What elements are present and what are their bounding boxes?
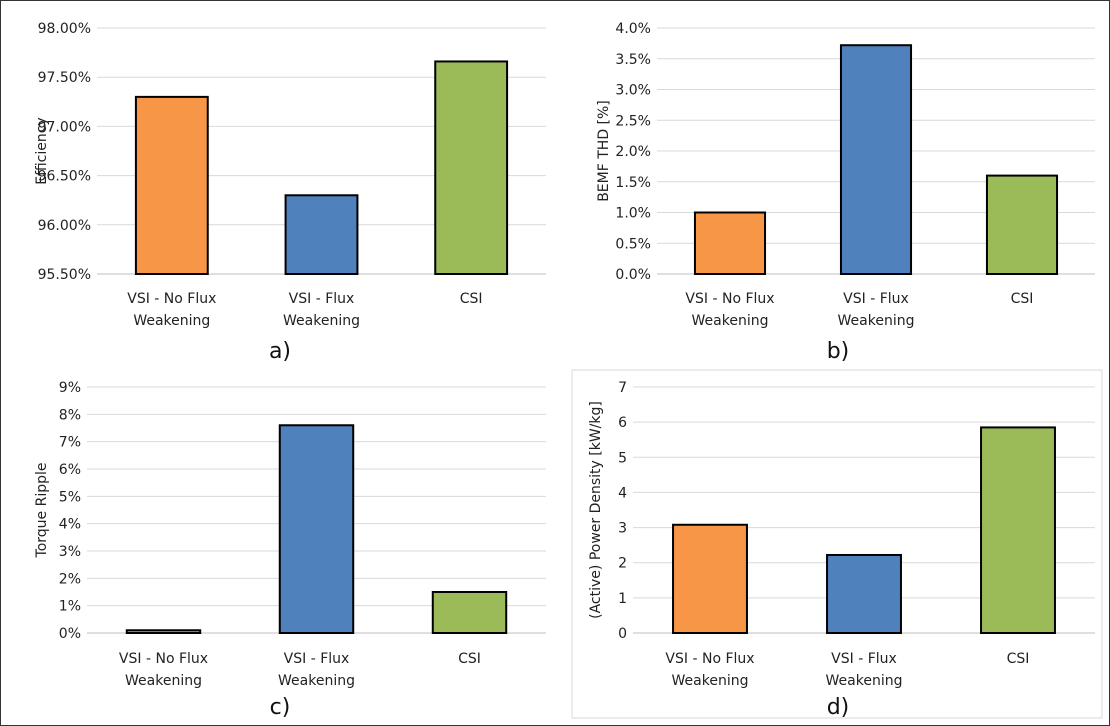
panel-frame — [571, 369, 1103, 719]
panel-label: b) — [827, 339, 850, 364]
y-tick-label: 0 — [618, 626, 627, 642]
category-label: CSI — [460, 291, 483, 307]
y-tick-label: 2.0% — [615, 144, 651, 160]
y-tick-label: 0.0% — [615, 267, 651, 283]
chart-panel-1: 0.0% 0.5% 1.0% 1.5% 2.0% 2.5% 3.0% 3.5% 4.0% BEMF… — [596, 21, 1095, 364]
bar-1 — [839, 44, 913, 275]
panel-label: c) — [270, 695, 291, 720]
y-tick-label: 0% — [59, 626, 81, 642]
y-tick-label: 96.00% — [38, 218, 91, 234]
category-label: CSI — [1007, 651, 1030, 667]
y-tick-label: 1% — [59, 599, 81, 615]
y-axis-label: Efficiency — [34, 117, 50, 184]
y-tick-label: 4.0% — [615, 21, 651, 37]
y-tick-label: 3.0% — [615, 83, 651, 99]
category-label: VSI - No Flux — [127, 291, 216, 307]
bar-1 — [278, 424, 355, 634]
bar-0 — [672, 523, 748, 635]
category-label: Weakening — [826, 673, 903, 689]
bar-2 — [985, 174, 1059, 276]
category-label: CSI — [458, 651, 481, 667]
y-tick-label: 97.00% — [38, 119, 91, 135]
y-tick-label: 4% — [59, 517, 81, 533]
category-label: Weakening — [692, 313, 769, 329]
y-tick-label: 2.5% — [615, 113, 651, 129]
y-axis-label: Torque Ripple — [34, 463, 50, 559]
category-label: VSI - No Flux — [685, 291, 774, 307]
category-label: Weakening — [133, 313, 210, 329]
y-axis-label: BEMF THD [%] — [596, 100, 612, 202]
category-label: VSI - Flux — [284, 651, 350, 667]
bar-2 — [980, 426, 1056, 634]
category-label: VSI - Flux — [843, 291, 909, 307]
chart-panel-0: 95.50% 96.00% 96.50% 97.00% 97.50% 98.00% Effi… — [34, 21, 546, 364]
y-tick-label: 3.5% — [615, 52, 651, 68]
category-label: Weakening — [283, 313, 360, 329]
category-label: VSI - No Flux — [665, 651, 754, 667]
y-tick-label: 0.5% — [615, 236, 651, 252]
chart-panel-2: 0% 1% 2% 3% 4% 5% 6% 7% 8% 9% Torque Ripple VSI - N… — [34, 380, 546, 720]
y-tick-label: 1.0% — [615, 206, 651, 222]
chart-panel-3: 0 1 2 3 4 5 6 7 (Active) Power Density [kW/kg] VS… — [571, 369, 1103, 720]
panel-label: a) — [269, 339, 291, 364]
category-label: Weakening — [838, 313, 915, 329]
y-tick-label: 95.50% — [38, 267, 91, 283]
y-tick-label: 9% — [59, 380, 81, 396]
bar-2 — [431, 591, 508, 634]
bar-0 — [134, 95, 209, 275]
y-tick-label: 98.00% — [38, 21, 91, 37]
bar-0 — [125, 629, 202, 634]
category-label: Weakening — [672, 673, 749, 689]
category-label: Weakening — [278, 673, 355, 689]
y-tick-label: 6 — [618, 415, 627, 431]
category-label: CSI — [1011, 291, 1034, 307]
y-tick-label: 8% — [59, 407, 81, 423]
y-tick-label: 3% — [59, 544, 81, 560]
category-label: Weakening — [125, 673, 202, 689]
y-tick-label: 97.50% — [38, 70, 91, 86]
y-axis-label: (Active) Power Density [kW/kg] — [588, 401, 604, 619]
category-label: VSI - Flux — [289, 291, 355, 307]
y-tick-label: 96.50% — [38, 169, 91, 185]
bar-0 — [693, 211, 767, 275]
category-label: VSI - No Flux — [119, 651, 208, 667]
charts: 95.50% 96.00% 96.50% 97.00% 97.50% 98.00% Effi… — [34, 21, 1103, 720]
y-tick-label: 3 — [618, 521, 627, 537]
category-label: VSI - Flux — [831, 651, 897, 667]
y-tick-label: 7% — [59, 435, 81, 451]
panel-label: d) — [827, 695, 850, 720]
y-tick-label: 6% — [59, 462, 81, 478]
y-tick-label: 1.5% — [615, 175, 651, 191]
y-tick-label: 1 — [618, 591, 627, 607]
bar-2 — [434, 60, 509, 276]
y-tick-label: 5% — [59, 489, 81, 505]
y-tick-label: 7 — [618, 380, 627, 396]
y-tick-label: 2 — [618, 556, 627, 572]
y-tick-label: 4 — [618, 485, 627, 501]
y-tick-label: 2% — [59, 571, 81, 587]
y-tick-label: 5 — [618, 450, 627, 466]
bar-1 — [826, 553, 902, 634]
bar-1 — [284, 194, 359, 275]
